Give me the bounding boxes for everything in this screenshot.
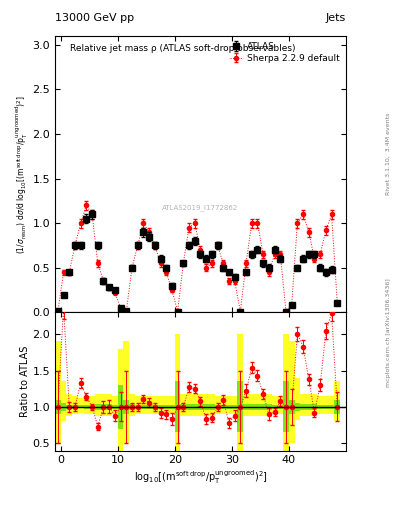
Text: Relative jet mass ρ (ATLAS soft-drop observables): Relative jet mass ρ (ATLAS soft-drop obs… (70, 44, 295, 53)
Y-axis label: $(1/\sigma_{\mathrm{resm}})$ d$\sigma$/d log$_{10}$[(m$^{\mathrm{soft\,drop}}$/p: $(1/\sigma_{\mathrm{resm}})$ d$\sigma$/d… (13, 95, 29, 253)
X-axis label: log$_{10}$[(m$^{\mathrm{soft\,drop}}$/p$_\mathrm{T}^{\mathrm{ungroomed}}$)$^2$]: log$_{10}$[(m$^{\mathrm{soft\,drop}}$/p$… (134, 468, 267, 486)
Text: Jets: Jets (325, 13, 346, 23)
Text: Rivet 3.1.10,  3.4M events: Rivet 3.1.10, 3.4M events (386, 113, 391, 195)
Legend: ATLAS, Sherpa 2.2.9 default: ATLAS, Sherpa 2.2.9 default (228, 40, 342, 65)
Text: mcplots.cern.ch [arXiv:1306.3436]: mcplots.cern.ch [arXiv:1306.3436] (386, 279, 391, 387)
Y-axis label: Ratio to ATLAS: Ratio to ATLAS (20, 346, 29, 417)
Text: ATLAS2019_I1772862: ATLAS2019_I1772862 (162, 204, 239, 210)
Text: 13000 GeV pp: 13000 GeV pp (55, 13, 134, 23)
